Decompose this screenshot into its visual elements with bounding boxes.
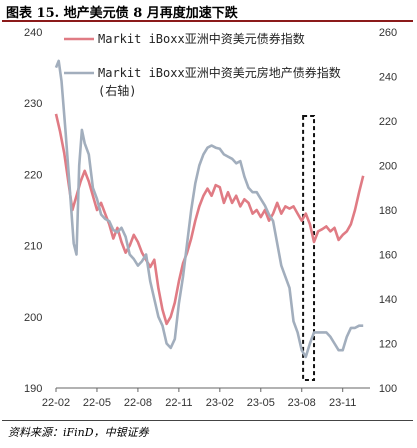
series-line-property-index [54,59,364,359]
x-tick-label: 22-08 [124,397,152,409]
left-tick-label: 210 [24,241,42,253]
title-rule [2,20,413,22]
x-tick-label: 22-05 [83,397,111,409]
left-tick-label: 240 [24,27,42,39]
highlight-box-layer [302,115,316,381]
series-layer [54,59,365,359]
right-tick-label: 100 [379,383,397,395]
right-tick-label: 260 [379,27,397,39]
right-tick-label: 200 [379,161,397,173]
right-tick-label: 120 [379,339,397,351]
left-tick-label: 220 [24,169,42,181]
right-tick-label: 140 [379,294,397,306]
right-tick-label: 220 [379,116,397,128]
left-tick-label: 190 [24,383,42,395]
left-tick-label: 200 [24,312,42,324]
source-rule [2,420,413,421]
x-tick-label: 23-02 [206,397,234,409]
right-tick-label: 240 [379,72,397,84]
source-note: 资料来源：iFinD，中银证券 [8,426,149,439]
legend-label-bond: Markit iBoxx亚洲中资美元债券指数 [98,31,305,46]
x-tick-label: 22-02 [42,397,70,409]
chart-title: 图表 15. 地产美元债 8 月再度加速下跌 [6,6,238,21]
highlight-box [302,115,316,381]
x-tick-label: 23-08 [288,397,316,409]
right-tick-label: 180 [379,205,397,217]
legend: Markit iBoxx亚洲中资美元债券指数 Markit iBoxx亚洲中资美元… [64,31,341,98]
x-tick-label: 22-11 [165,397,192,409]
legend-label-property-axis: (右轴) [98,83,136,98]
right-tick-label: 160 [379,250,397,262]
left-tick-label: 230 [24,98,42,110]
x-tick-label: 23-11 [329,397,356,409]
line-chart: 190 200 210 220 230 240 100 120 140 160 180 200 220 2… [24,27,397,409]
legend-label-property: Markit iBoxx亚洲中资美元房地产债券指数 [98,65,341,80]
x-tick-label: 23-05 [247,397,275,409]
axes: 190 200 210 220 230 240 100 120 140 160 180 200 220 2… [24,27,397,409]
